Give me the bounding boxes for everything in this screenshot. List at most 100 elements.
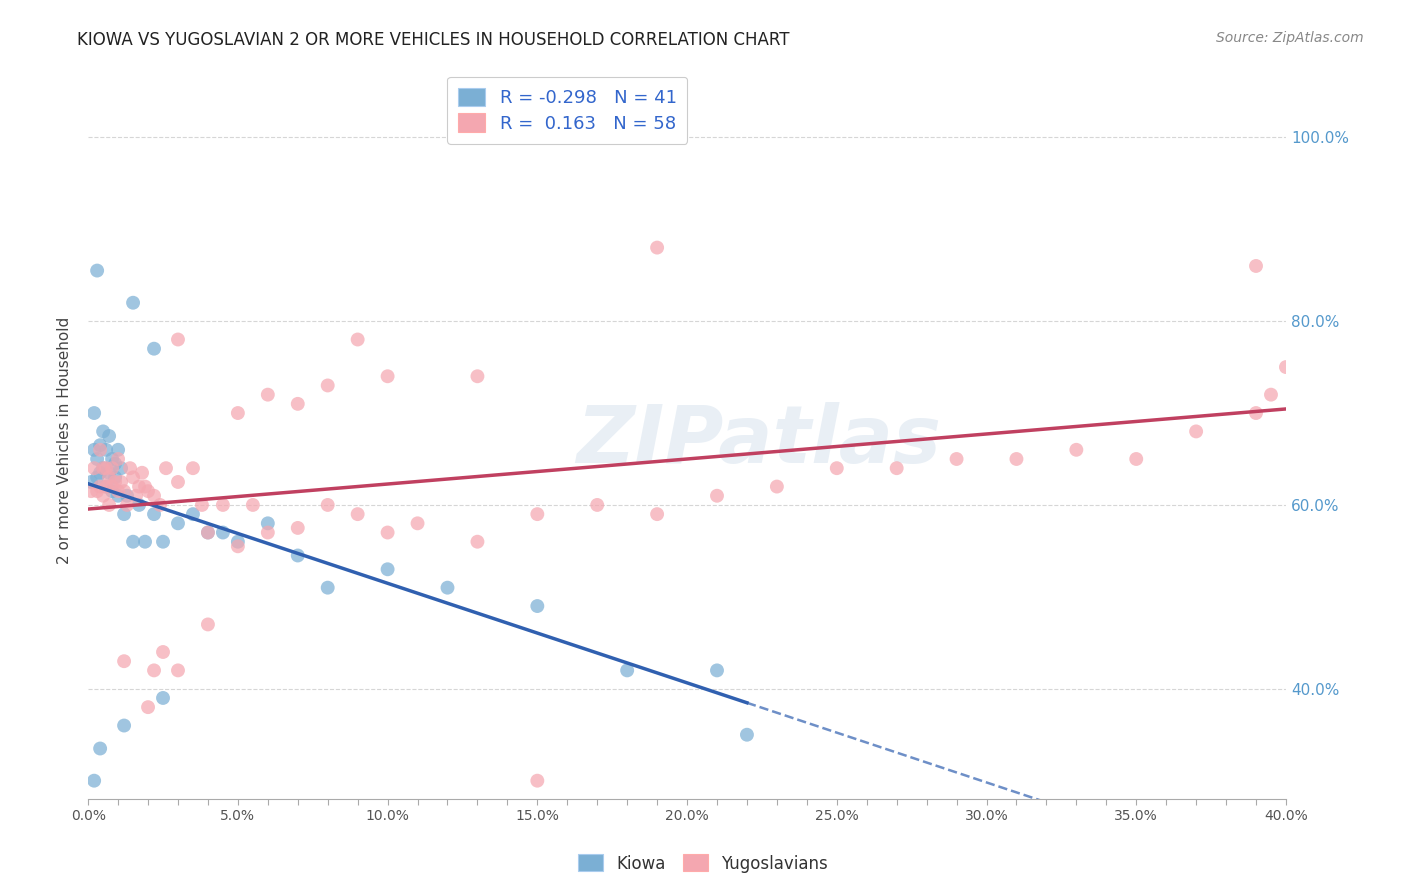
Point — [112, 484, 135, 499]
Point — [98, 429, 121, 443]
Point — [316, 498, 339, 512]
Point — [616, 664, 638, 678]
Point — [226, 534, 249, 549]
Point — [766, 479, 789, 493]
Point — [526, 773, 548, 788]
Point — [89, 438, 111, 452]
Point — [89, 442, 111, 457]
Point — [1244, 259, 1267, 273]
Point — [197, 525, 219, 540]
Point — [256, 387, 278, 401]
Point — [86, 263, 108, 277]
Point — [212, 498, 235, 512]
Point — [80, 484, 103, 499]
Point — [181, 461, 204, 475]
Point — [101, 479, 124, 493]
Point — [112, 507, 135, 521]
Point — [104, 457, 127, 471]
Text: Source: ZipAtlas.com: Source: ZipAtlas.com — [1216, 31, 1364, 45]
Point — [91, 461, 114, 475]
Point — [112, 654, 135, 668]
Point — [143, 342, 166, 356]
Point — [107, 484, 129, 499]
Point — [98, 498, 121, 512]
Y-axis label: 2 or more Vehicles in Household: 2 or more Vehicles in Household — [58, 317, 72, 565]
Point — [316, 581, 339, 595]
Point — [89, 466, 111, 480]
Point — [136, 700, 159, 714]
Point — [128, 479, 150, 493]
Point — [152, 534, 174, 549]
Point — [287, 521, 309, 535]
Point — [120, 461, 142, 475]
Point — [83, 461, 105, 475]
Point — [122, 295, 145, 310]
Point — [287, 397, 309, 411]
Point — [110, 475, 132, 489]
Point — [167, 664, 190, 678]
Point — [242, 498, 264, 512]
Point — [377, 525, 399, 540]
Point — [256, 516, 278, 531]
Point — [107, 489, 129, 503]
Point — [134, 534, 156, 549]
Point — [226, 406, 249, 420]
Point — [1005, 452, 1028, 467]
Point — [115, 498, 138, 512]
Legend: R = -0.298   N = 41, R =  0.163   N = 58: R = -0.298 N = 41, R = 0.163 N = 58 — [447, 77, 688, 144]
Point — [94, 461, 117, 475]
Point — [167, 475, 190, 489]
Point — [89, 479, 111, 493]
Point — [143, 664, 166, 678]
Point — [706, 489, 728, 503]
Point — [316, 378, 339, 392]
Point — [131, 466, 153, 480]
Point — [152, 645, 174, 659]
Point — [136, 484, 159, 499]
Point — [212, 525, 235, 540]
Point — [94, 442, 117, 457]
Point — [91, 489, 114, 503]
Point — [98, 470, 121, 484]
Point — [586, 498, 609, 512]
Point — [1185, 425, 1208, 439]
Point — [377, 369, 399, 384]
Point — [197, 525, 219, 540]
Point — [706, 664, 728, 678]
Point — [287, 549, 309, 563]
Text: KIOWA VS YUGOSLAVIAN 2 OR MORE VEHICLES IN HOUSEHOLD CORRELATION CHART: KIOWA VS YUGOSLAVIAN 2 OR MORE VEHICLES … — [77, 31, 790, 49]
Point — [155, 461, 177, 475]
Point — [104, 475, 127, 489]
Point — [122, 534, 145, 549]
Point — [346, 333, 368, 347]
Legend: Kiowa, Yugoslavians: Kiowa, Yugoslavians — [572, 847, 834, 880]
Point — [86, 484, 108, 499]
Point — [406, 516, 429, 531]
Point — [80, 475, 103, 489]
Point — [167, 516, 190, 531]
Point — [110, 461, 132, 475]
Text: ZIPatlas: ZIPatlas — [576, 401, 942, 480]
Point — [226, 539, 249, 553]
Point — [886, 461, 908, 475]
Point — [104, 470, 127, 484]
Point — [1066, 442, 1088, 457]
Point — [83, 406, 105, 420]
Point — [191, 498, 214, 512]
Point — [436, 581, 458, 595]
Point — [346, 507, 368, 521]
Point — [377, 562, 399, 576]
Point — [122, 470, 145, 484]
Point — [91, 425, 114, 439]
Point — [1260, 387, 1282, 401]
Point — [167, 333, 190, 347]
Point — [645, 507, 668, 521]
Point — [83, 442, 105, 457]
Point — [101, 452, 124, 467]
Point — [94, 479, 117, 493]
Point — [125, 489, 148, 503]
Point — [467, 534, 489, 549]
Point — [1125, 452, 1147, 467]
Point — [735, 728, 758, 742]
Point — [91, 461, 114, 475]
